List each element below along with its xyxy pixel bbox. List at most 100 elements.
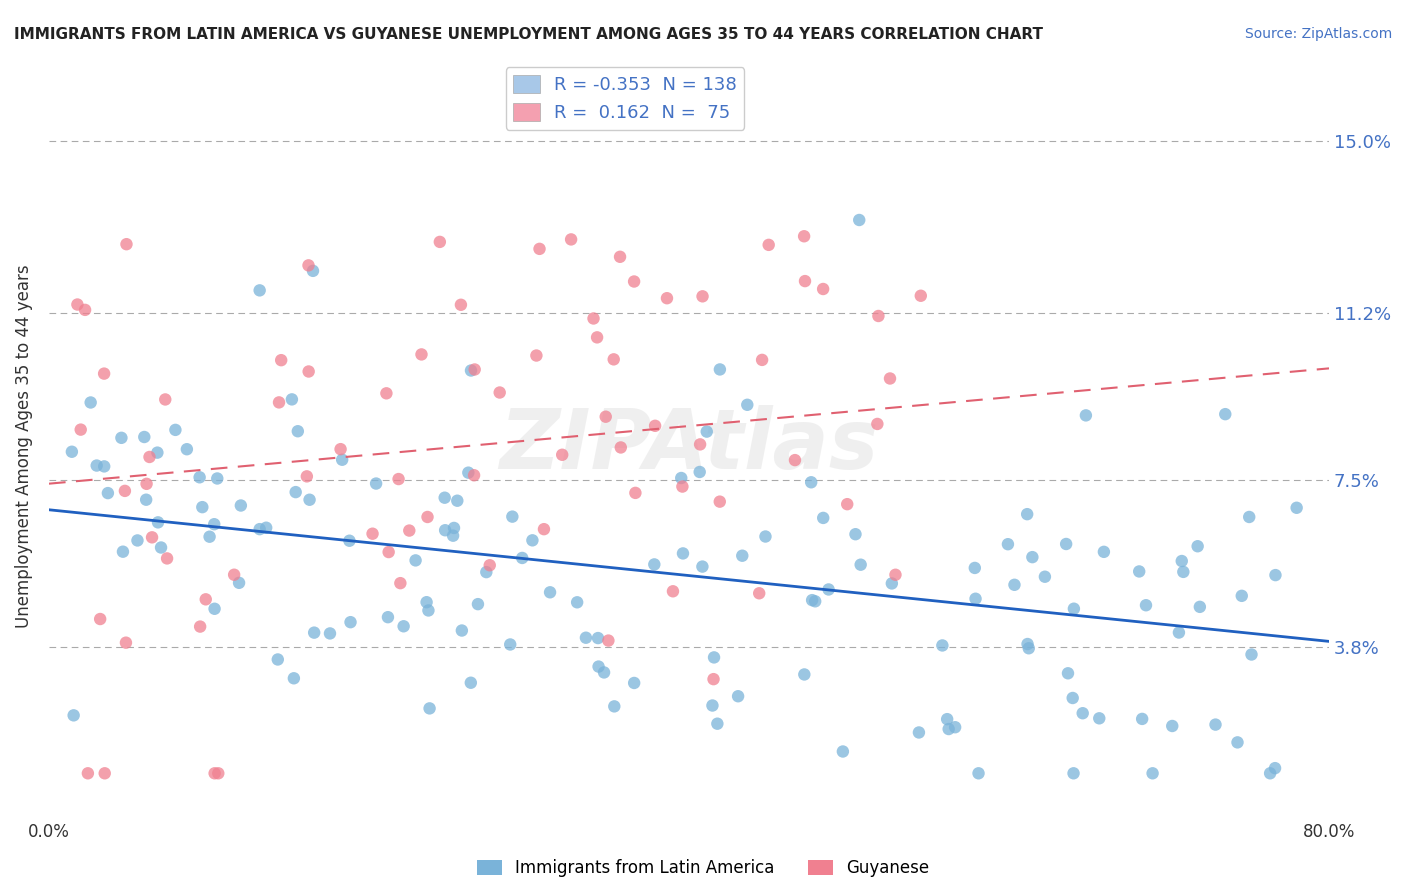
Point: [450, 624, 472, 638]
Point: [538, 585, 561, 599]
Point: [86, 458, 108, 473]
Point: [467, 597, 489, 611]
Point: [298, 364, 321, 378]
Point: [1063, 766, 1085, 780]
Point: [963, 561, 986, 575]
Point: [848, 213, 870, 227]
Point: [1237, 510, 1260, 524]
Point: [702, 672, 724, 686]
Point: [499, 638, 522, 652]
Point: [224, 567, 246, 582]
Point: [689, 465, 711, 479]
Point: [1187, 539, 1209, 553]
Point: [443, 521, 465, 535]
Point: [1213, 407, 1236, 421]
Point: [868, 309, 890, 323]
Point: [302, 264, 325, 278]
Point: [433, 491, 456, 505]
Point: [943, 720, 966, 734]
Point: [533, 522, 555, 536]
Point: [1226, 735, 1249, 749]
Point: [1004, 578, 1026, 592]
Point: [689, 437, 711, 451]
Point: [115, 237, 138, 252]
Point: [389, 576, 412, 591]
Point: [419, 701, 441, 715]
Point: [392, 619, 415, 633]
Point: [804, 594, 827, 608]
Point: [114, 483, 136, 498]
Point: [377, 545, 399, 559]
Point: [302, 625, 325, 640]
Point: [1128, 565, 1150, 579]
Point: [475, 565, 498, 579]
Point: [793, 667, 815, 681]
Point: [880, 576, 903, 591]
Point: [800, 475, 823, 490]
Point: [460, 363, 482, 377]
Point: [207, 471, 229, 485]
Point: [339, 533, 361, 548]
Point: [79, 395, 101, 409]
Point: [1205, 717, 1227, 731]
Point: [1264, 761, 1286, 775]
Point: [188, 470, 211, 484]
Point: [593, 665, 616, 680]
Point: [1092, 545, 1115, 559]
Point: [586, 631, 609, 645]
Point: [610, 441, 633, 455]
Point: [387, 472, 409, 486]
Point: [62, 708, 84, 723]
Point: [560, 232, 582, 246]
Point: [135, 476, 157, 491]
Point: [150, 541, 173, 555]
Point: [644, 418, 666, 433]
Point: [751, 352, 773, 367]
Point: [1285, 500, 1308, 515]
Point: [813, 511, 835, 525]
Point: [1088, 711, 1111, 725]
Point: [595, 409, 617, 424]
Point: [655, 291, 678, 305]
Point: [1230, 589, 1253, 603]
Point: [141, 530, 163, 544]
Point: [478, 558, 501, 573]
Point: [1171, 554, 1194, 568]
Point: [441, 529, 464, 543]
Point: [754, 529, 776, 543]
Point: [377, 610, 399, 624]
Point: [488, 385, 510, 400]
Point: [69, 423, 91, 437]
Point: [111, 544, 134, 558]
Point: [77, 766, 100, 780]
Point: [1074, 409, 1097, 423]
Point: [598, 633, 620, 648]
Point: [191, 500, 214, 515]
Point: [297, 258, 319, 272]
Point: [1033, 570, 1056, 584]
Point: [737, 398, 759, 412]
Point: [202, 517, 225, 532]
Point: [910, 289, 932, 303]
Point: [811, 282, 834, 296]
Point: [1264, 568, 1286, 582]
Point: [204, 601, 226, 615]
Text: ZIPAtlas: ZIPAtlas: [499, 405, 879, 486]
Point: [176, 442, 198, 457]
Point: [89, 612, 111, 626]
Point: [831, 744, 853, 758]
Point: [731, 549, 754, 563]
Point: [93, 367, 115, 381]
Point: [1167, 625, 1189, 640]
Point: [936, 712, 959, 726]
Point: [267, 652, 290, 666]
Point: [884, 567, 907, 582]
Point: [510, 551, 533, 566]
Point: [609, 250, 631, 264]
Point: [418, 603, 440, 617]
Point: [643, 558, 665, 572]
Point: [1063, 601, 1085, 615]
Point: [207, 766, 229, 780]
Point: [908, 725, 931, 739]
Point: [364, 476, 387, 491]
